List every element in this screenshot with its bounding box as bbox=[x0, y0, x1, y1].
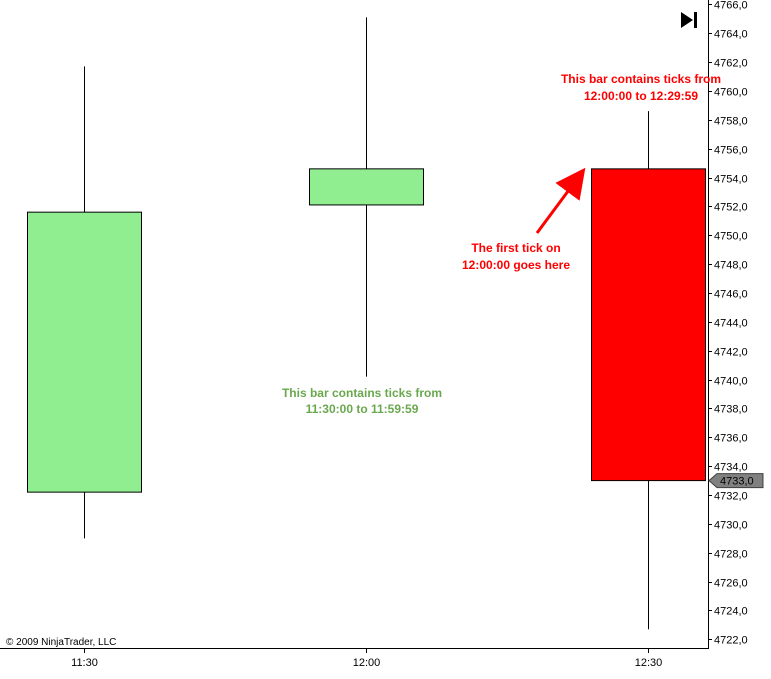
annotation-arrow-note-line-2: 12:00:00 goes here bbox=[462, 258, 570, 272]
y-tick-label: 4730,0 bbox=[714, 520, 748, 532]
annotation-arrow bbox=[535, 167, 586, 234]
y-tick-label: 4726,0 bbox=[714, 578, 748, 590]
y-tick-label: 4736,0 bbox=[714, 433, 748, 445]
scroll-to-end-icon[interactable] bbox=[681, 12, 697, 28]
y-tick-label: 4748,0 bbox=[714, 260, 748, 272]
annotation-red-note-line-2: 12:00:00 to 12:29:59 bbox=[584, 89, 698, 103]
y-tick-label: 4766,0 bbox=[714, 0, 748, 12]
annotation-green-note-line-2: 11:30:00 to 11:59:59 bbox=[306, 402, 419, 416]
x-tick-label: 11:30 bbox=[71, 657, 98, 669]
y-tick-label: 4762,0 bbox=[714, 58, 748, 70]
y-tick-label: 4760,0 bbox=[714, 87, 748, 99]
candle-body bbox=[591, 168, 706, 482]
y-tick-label: 4732,0 bbox=[714, 491, 748, 503]
y-tick-label: 4738,0 bbox=[714, 404, 748, 416]
candles bbox=[27, 17, 706, 630]
x-axis-ticks: 11:30 12:00 12:30 bbox=[71, 648, 662, 669]
candle-body bbox=[27, 211, 142, 493]
x-tick-label: 12:00 bbox=[353, 657, 381, 669]
y-tick-label: 4750,0 bbox=[714, 231, 748, 243]
copyright-text: © 2009 NinjaTrader, LLC bbox=[6, 637, 116, 648]
x-tick-label: 12:30 bbox=[635, 657, 663, 669]
current-price-label: 4733,0 bbox=[720, 476, 754, 488]
y-tick-label: 4740,0 bbox=[714, 376, 748, 388]
y-tick-label: 4742,0 bbox=[714, 347, 748, 359]
y-tick-label: 4756,0 bbox=[714, 145, 748, 157]
y-tick-label: 4728,0 bbox=[714, 549, 748, 561]
annotation-red-note-line-1: This bar contains ticks from bbox=[561, 72, 721, 86]
y-tick-label: 4724,0 bbox=[714, 606, 748, 618]
y-tick-label: 4746,0 bbox=[714, 289, 748, 301]
current-price-marker: 4733,0 bbox=[708, 473, 764, 489]
y-tick-label: 4758,0 bbox=[714, 116, 748, 128]
y-axis-ticks: 4722,0 4724,0 4726,0 4728,0 4730,0 4732,0 4734… bbox=[708, 0, 748, 647]
y-tick-label: 4764,0 bbox=[714, 29, 748, 41]
y-tick-label: 4744,0 bbox=[714, 318, 748, 330]
candle-body bbox=[309, 168, 424, 206]
annotation-arrow-note-line-1: The first tick on bbox=[471, 241, 560, 255]
y-tick-label: 4722,0 bbox=[714, 635, 748, 647]
y-tick-label: 4754,0 bbox=[714, 174, 748, 186]
y-tick-label: 4734,0 bbox=[714, 462, 748, 474]
y-tick-label: 4752,0 bbox=[714, 202, 748, 214]
annotation-green-note-line-1: This bar contains ticks from bbox=[282, 386, 442, 400]
